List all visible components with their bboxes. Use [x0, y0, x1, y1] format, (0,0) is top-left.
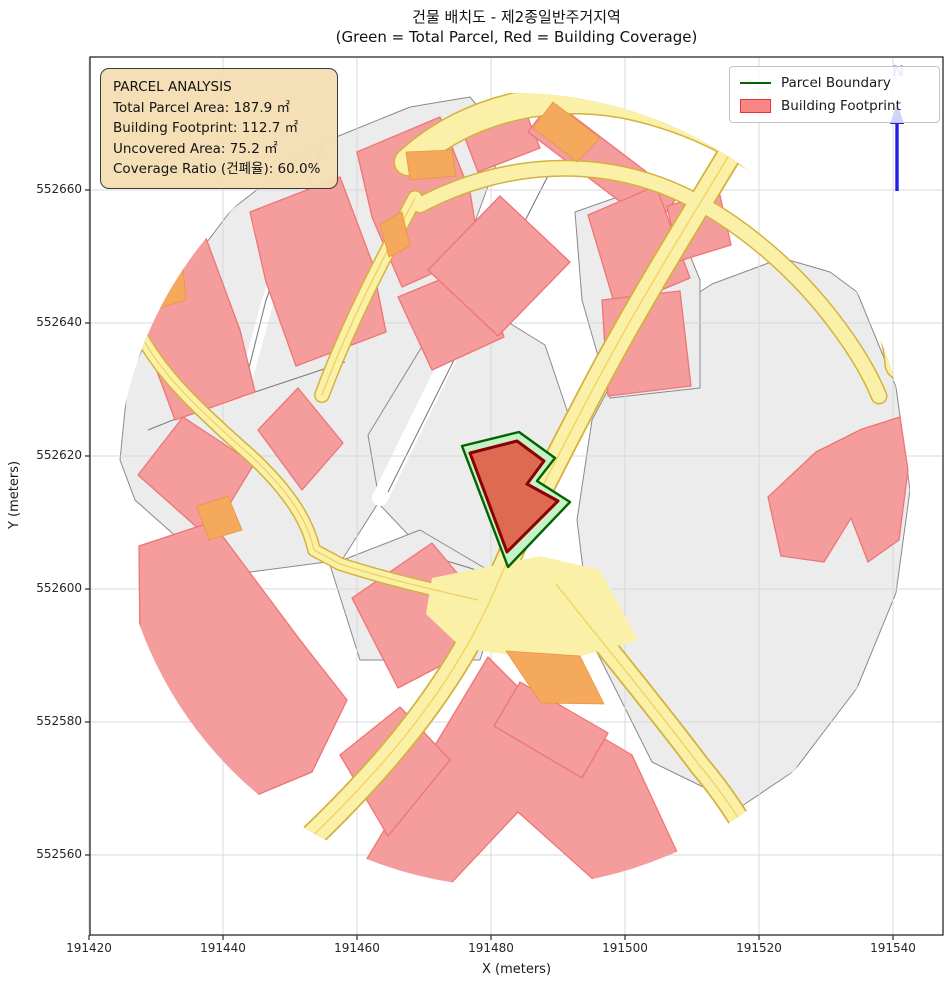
- road: [413, 161, 886, 403]
- y-tick-label: 552660: [36, 182, 82, 196]
- red-patch-swatch: [740, 99, 771, 113]
- building: [339, 706, 451, 837]
- x-tick-label: 191480: [468, 941, 514, 955]
- road-junction: [426, 556, 638, 662]
- y-tick-label: 552620: [36, 448, 82, 462]
- infobox-title: PARCEL ANALYSIS: [113, 79, 232, 95]
- infobox-line: Coverage Ratio (건폐율): 60.0%: [113, 161, 321, 177]
- green-line-swatch: [740, 82, 771, 84]
- road-building-overlap: [405, 149, 457, 181]
- tick-marks: [85, 189, 894, 940]
- legend-label: Building Footprint: [781, 98, 901, 114]
- x-tick-label: 191520: [736, 941, 782, 955]
- y-tick-label: 552560: [36, 847, 82, 861]
- infobox-line: Building Footprint: 112.7 ㎡: [113, 120, 299, 136]
- road-building-overlap: [532, 101, 601, 163]
- building: [767, 416, 909, 563]
- infobox-line: Total Parcel Area: 187.9 ㎡: [113, 99, 290, 116]
- y-tick-label: 552600: [36, 581, 82, 595]
- chart-subtitle: (Green = Total Parcel, Red = Building Co…: [335, 28, 698, 46]
- road-building-overlap: [505, 650, 605, 705]
- legend: Parcel Boundary Building Footprint: [729, 66, 940, 123]
- infobox-line: Uncovered Area: 75.2 ㎡: [113, 140, 278, 157]
- road-building-overlap: [379, 211, 411, 258]
- building-footprint: [468, 439, 560, 554]
- building: [138, 521, 348, 803]
- plot-border: [89, 56, 944, 936]
- y-tick-label: 552640: [36, 315, 82, 329]
- y-tick-label: 552580: [36, 714, 82, 728]
- x-tick-label: 191460: [334, 941, 380, 955]
- chart-title: 건물 배치도 - 제2종일반주거지역: [412, 8, 621, 26]
- road-building-overlap: [149, 237, 187, 310]
- parcel-analysis-box: PARCEL ANALYSIS Total Parcel Area: 187.9…: [100, 68, 338, 189]
- y-axis-label: Y (meters): [7, 460, 22, 530]
- x-tick-label: 191500: [602, 941, 648, 955]
- parcel-line: [242, 132, 328, 393]
- building: [493, 681, 609, 779]
- x-tick-label: 191440: [200, 941, 246, 955]
- building: [257, 387, 344, 491]
- legend-item-parcel-boundary: Parcel Boundary: [740, 75, 929, 91]
- road-building-overlap: [196, 495, 243, 541]
- building: [427, 195, 571, 337]
- x-tick-label: 191420: [66, 941, 112, 955]
- x-axis-label: X (meters): [481, 962, 552, 977]
- legend-label: Parcel Boundary: [781, 75, 891, 91]
- legend-item-building-footprint: Building Footprint: [740, 98, 929, 114]
- x-tick-label: 191540: [870, 941, 916, 955]
